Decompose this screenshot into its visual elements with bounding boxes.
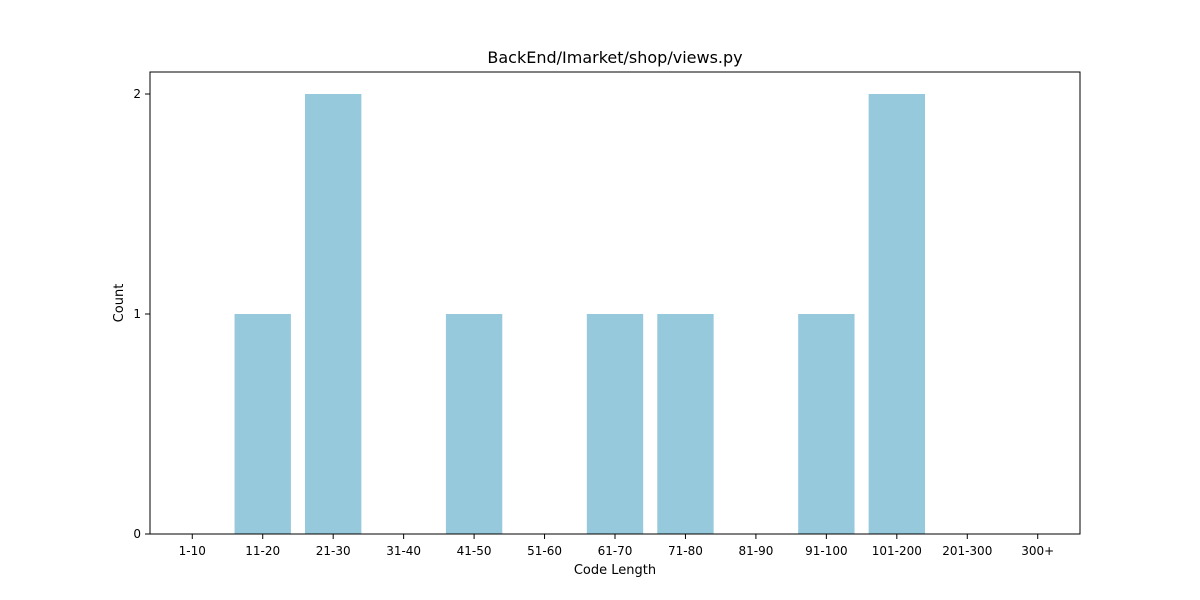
bar-61-70 xyxy=(586,314,644,534)
x-axis-label: Code Length xyxy=(574,563,656,578)
x-axis-ticks: 1-10 11-20 21-30 31-40 41-50 51-60 61-70 71-80 8… xyxy=(179,534,1054,558)
y-axis-label: Count xyxy=(112,284,127,323)
bar-91-100 xyxy=(798,314,855,534)
x-tick-label: 21-30 xyxy=(316,544,351,558)
x-tick-label: 201-300 xyxy=(942,544,992,558)
x-tick-label: 91-100 xyxy=(805,544,848,558)
bar-101-200 xyxy=(868,94,925,534)
y-axis-ticks: 0 1 2 xyxy=(133,87,150,541)
y-tick-label: 0 xyxy=(133,527,141,541)
bar-11-20 xyxy=(234,314,291,534)
bar-71-80 xyxy=(657,314,714,534)
x-tick-label: 300+ xyxy=(1021,544,1054,558)
x-tick-label: 81-90 xyxy=(738,544,773,558)
x-tick-label: 71-80 xyxy=(668,544,703,558)
bars-group xyxy=(234,94,925,534)
chart-title: BackEnd/Imarket/shop/views.py xyxy=(487,48,742,67)
bar-21-30 xyxy=(305,94,362,534)
x-tick-label: 61-70 xyxy=(598,544,633,558)
bar-41-50 xyxy=(445,314,503,534)
x-tick-label: 41-50 xyxy=(457,544,492,558)
x-tick-label: 11-20 xyxy=(245,544,280,558)
x-tick-label: 101-200 xyxy=(872,544,922,558)
x-tick-label: 31-40 xyxy=(386,544,421,558)
x-tick-label: 1-10 xyxy=(179,544,206,558)
y-tick-label: 2 xyxy=(133,87,141,101)
x-tick-label: 51-60 xyxy=(527,544,562,558)
y-tick-label: 1 xyxy=(133,307,141,321)
